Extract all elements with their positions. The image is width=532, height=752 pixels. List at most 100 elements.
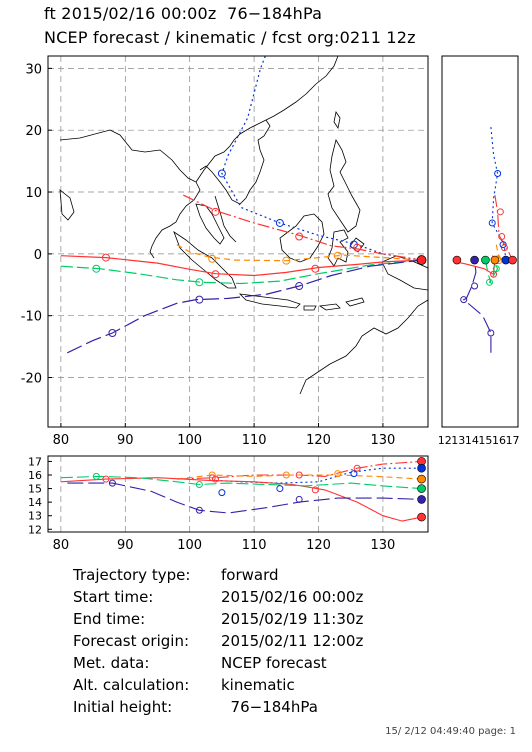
map-trajectory-marker: [195, 295, 204, 304]
info-label: Alt. calculation:: [73, 676, 190, 694]
info-row: Alt. calculation: kinematic: [73, 676, 295, 694]
map-x-tick-label: 80: [53, 433, 70, 448]
alt-x-tick-label: 130: [371, 538, 396, 553]
alt-endpoint-marker: [417, 484, 426, 493]
alt-trajectory-marker: [282, 471, 290, 479]
info-value: NCEP forecast: [221, 654, 327, 672]
side-x-tick-label: 13: [451, 434, 465, 447]
side-trajectory-marker: [487, 329, 495, 337]
map-trajectory-marker: [311, 264, 320, 273]
map-trajectory-marker: [208, 254, 217, 263]
side-endpoint-marker: [470, 255, 479, 265]
alt-y-tick-label: 14: [28, 496, 42, 509]
alt-x-tick-label: 100: [177, 538, 202, 553]
alt-x-tick-label: 120: [306, 538, 331, 553]
alt-trajectory-marker: [295, 495, 303, 503]
alt-endpoint-marker: [417, 512, 426, 522]
info-label: Met. data:: [73, 654, 150, 672]
side-endpoint-marker: [508, 255, 517, 265]
side-trajectory-marker: [460, 296, 468, 304]
altitude-trajectories: [60, 457, 426, 522]
info-row: Met. data: NCEP forecast: [73, 654, 327, 672]
side-trajectory-marker: [486, 278, 493, 286]
map-trajectory-marker: [211, 270, 220, 279]
side-x-tick-label: 14: [465, 434, 479, 447]
side-trajectory-marker: [490, 270, 498, 278]
map-trajectory-marker: [195, 278, 204, 287]
side-trajectory-marker: [494, 169, 502, 177]
alt-trajectory-marker: [276, 485, 284, 493]
altitude-grid: [60, 456, 384, 532]
side-altitude-panel: 12 13 14 15 16 17: [438, 55, 520, 447]
map-trajectory-marker: [217, 169, 226, 178]
alt-trajectory-1: [176, 460, 422, 480]
alt-y-tick-label: 12: [28, 523, 42, 536]
side-trajectory-marker: [496, 208, 504, 216]
alt-trajectory-marker: [211, 475, 219, 483]
map-trajectories: [60, 56, 427, 354]
map-trajectory-1: [183, 194, 422, 261]
info-value: forward: [221, 566, 279, 584]
side-trajectory-marker: [488, 219, 496, 227]
info-label: Forecast origin:: [73, 632, 190, 650]
alt-trajectory-marker: [108, 479, 116, 487]
alt-y-tick-label: 13: [28, 510, 42, 523]
side-trajectories: [452, 127, 517, 353]
side-trajectory-marker: [500, 244, 508, 252]
info-label: Trajectory type:: [73, 566, 191, 584]
trajectory-start-point: [416, 255, 427, 265]
info-row: Start time: 2015/02/16 00:00z: [73, 588, 363, 606]
map-trajectory-marker: [282, 256, 291, 265]
side-trajectory-marker: [498, 233, 506, 241]
side-trajectory-marker: [492, 265, 500, 273]
alt-endpoint-marker: [417, 474, 426, 484]
alt-trajectory-marker: [92, 472, 100, 480]
info-value: 2015/02/16 00:00z: [221, 588, 364, 606]
info-row: Forecast origin: 2015/02/11 12:00z: [73, 632, 363, 650]
alt-trajectory-marker: [195, 481, 203, 488]
alt-trajectory-marker: [195, 506, 203, 514]
alt-trajectory-3: [60, 477, 422, 522]
alt-x-tick-label: 80: [53, 538, 70, 553]
info-value: 2015/02/19 11:30z: [221, 610, 364, 628]
coastline: [59, 56, 428, 395]
map-trajectory-0: [221, 56, 422, 261]
side-trajectory-marker: [471, 282, 479, 290]
map-trajectory-marker: [108, 329, 117, 338]
info-value: 2015/02/11 12:00z: [221, 632, 364, 650]
map-y-tick-label: -20: [21, 372, 42, 387]
map-y-tick-label: 0: [34, 248, 42, 263]
side-endpoint-marker: [452, 255, 462, 265]
map-x-tick-label: 90: [117, 433, 134, 448]
map-trajectory-marker: [211, 207, 220, 216]
map-x-tick-label: 110: [242, 433, 267, 448]
info-label: Start time:: [73, 588, 154, 606]
alt-trajectory-marker: [353, 464, 361, 472]
alt-trajectory-marker: [218, 489, 226, 497]
map-x-tick-label: 100: [177, 433, 202, 448]
map-trajectory-marker: [353, 243, 362, 252]
side-endpoint-marker: [481, 255, 490, 265]
info-label: Initial height:: [73, 698, 173, 716]
side-endpoint-marker: [490, 255, 500, 265]
chart-title: ft 2015/02/16 00:00z 76−184hPa: [44, 4, 323, 23]
info-row: Trajectory type: forward: [73, 566, 279, 584]
alt-x-tick-label: 90: [117, 538, 134, 553]
map-trajectory-marker: [92, 264, 101, 273]
map-trajectory-3: [60, 255, 422, 277]
alt-trajectory-4: [60, 475, 422, 490]
map-y-tick-label: -10: [21, 310, 42, 325]
alt-trajectory-marker: [102, 475, 110, 483]
side-trajectory-marker: [499, 241, 507, 249]
info-value: 76−184hPa: [221, 698, 318, 716]
map-y-tick-label: 20: [25, 124, 42, 139]
map-y-tick-label: 10: [25, 186, 42, 201]
alt-trajectory-marker: [208, 474, 216, 482]
map-grid: [48, 56, 428, 427]
side-x-tick-label: 16: [492, 434, 506, 447]
alt-y-tick-label: 15: [28, 483, 42, 496]
map-trajectory-marker: [295, 232, 304, 241]
map-trajectory-marker: [275, 218, 284, 227]
